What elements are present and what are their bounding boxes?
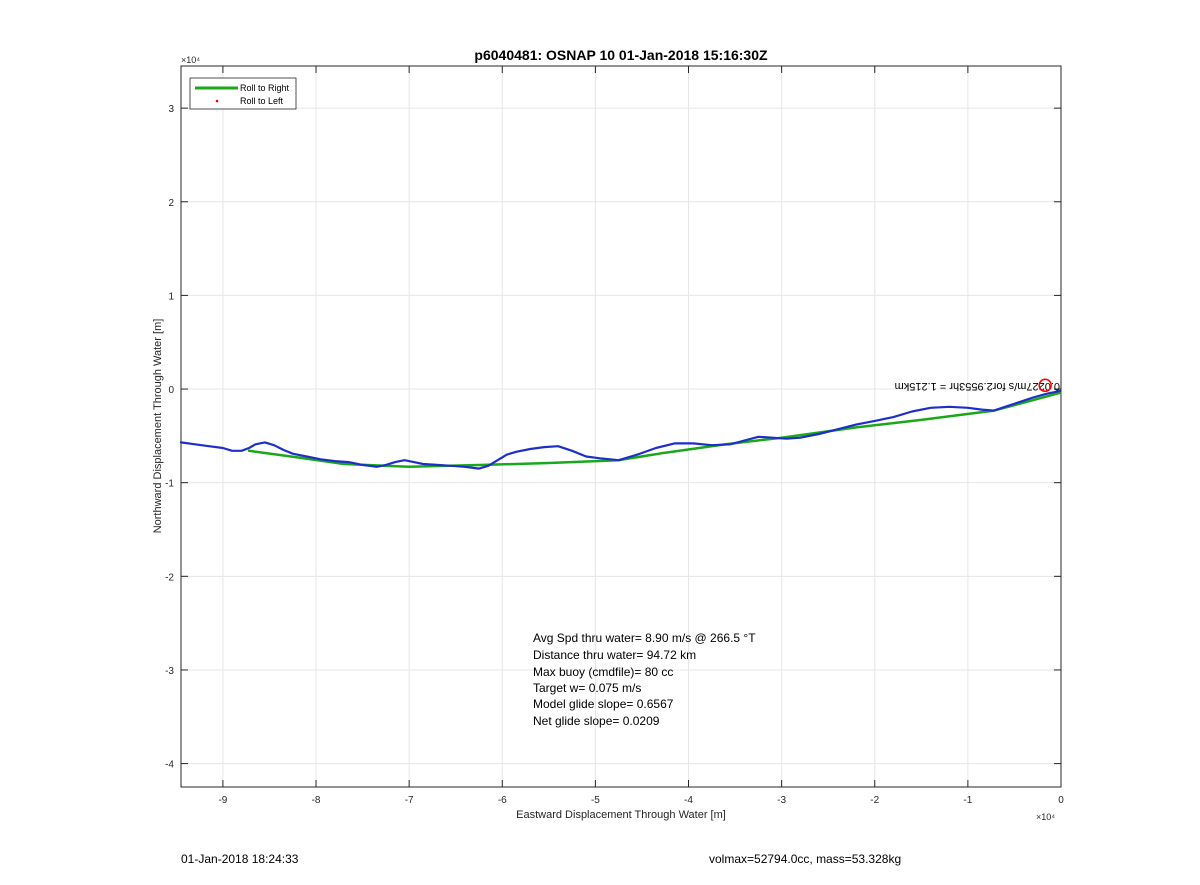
chart-title: p6040481: OSNAP 10 01-Jan-2018 15:16:30Z <box>474 47 768 63</box>
x-tick-label: -6 <box>498 795 507 806</box>
footer-timestamp: 01-Jan-2018 18:24:33 <box>181 852 299 866</box>
axis-ticks: -9 -8 -7 -6 -5 -4 -3 -2 -1 0 -4 -3 -2 -1 0 1 2 3 <box>165 66 1064 806</box>
stat-max-buoy: Max buoy (cmdfile)= 80 cc <box>533 665 673 679</box>
x-tick-label: -9 <box>218 795 227 806</box>
stat-target-w: Target w= 0.075 m/s <box>533 681 641 695</box>
y-tick-label: 3 <box>168 104 174 115</box>
mirrored-annotation: 0.0227m/s for2.9553hr = 1.215km <box>895 380 1060 392</box>
y-tick-label: -3 <box>165 666 174 677</box>
stats-block: Avg Spd thru water= 8.90 m/s @ 266.5 °T … <box>533 631 756 728</box>
legend-marker-roll-left <box>215 99 219 103</box>
y-exponent-label: ×10⁴ <box>181 55 200 65</box>
series-line-track <box>179 389 1062 470</box>
x-tick-label: -4 <box>684 795 693 806</box>
stat-avg-speed: Avg Spd thru water= 8.90 m/s @ 266.5 °T <box>533 631 756 645</box>
start-marker-circle <box>1038 378 1052 393</box>
y-tick-label: -1 <box>165 479 174 490</box>
y-tick-label: 1 <box>168 291 174 302</box>
x-axis-label: Eastward Displacement Through Water [m] <box>516 809 726 821</box>
stat-model-glide: Model glide slope= 0.6567 <box>533 697 674 711</box>
y-axis-label: Northward Displacement Through Water [m] <box>152 319 164 534</box>
series-layer <box>179 389 1062 470</box>
x-tick-label: -8 <box>312 795 321 806</box>
x-tick-label: -7 <box>405 795 414 806</box>
legend-box <box>189 77 297 110</box>
legend-label-roll-right: Roll to Right <box>240 83 290 93</box>
legend: Roll to Right Roll to Left <box>189 77 297 110</box>
x-tick-label: -3 <box>777 795 786 806</box>
plot-frame <box>180 65 1062 788</box>
grid-lines <box>181 66 1062 787</box>
x-tick-label: 0 <box>1058 795 1064 806</box>
x-tick-label: -1 <box>963 795 972 806</box>
x-tick-label: -2 <box>870 795 879 806</box>
stat-net-glide: Net glide slope= 0.0209 <box>533 714 660 728</box>
y-tick-label: -2 <box>165 572 174 583</box>
x-tick-label: -5 <box>591 795 600 806</box>
y-tick-label: 0 <box>168 385 174 396</box>
footer-mass-info: volmax=52794.0cc, mass=53.328kg <box>709 852 902 866</box>
stat-distance: Distance thru water= 94.72 km <box>533 648 696 662</box>
legend-label-roll-left: Roll to Left <box>240 96 284 106</box>
series-line-roll-right <box>247 391 1062 469</box>
y-tick-label: -4 <box>165 760 174 771</box>
y-tick-label: 2 <box>168 198 174 209</box>
x-exponent-label: ×10⁴ <box>1036 812 1055 822</box>
